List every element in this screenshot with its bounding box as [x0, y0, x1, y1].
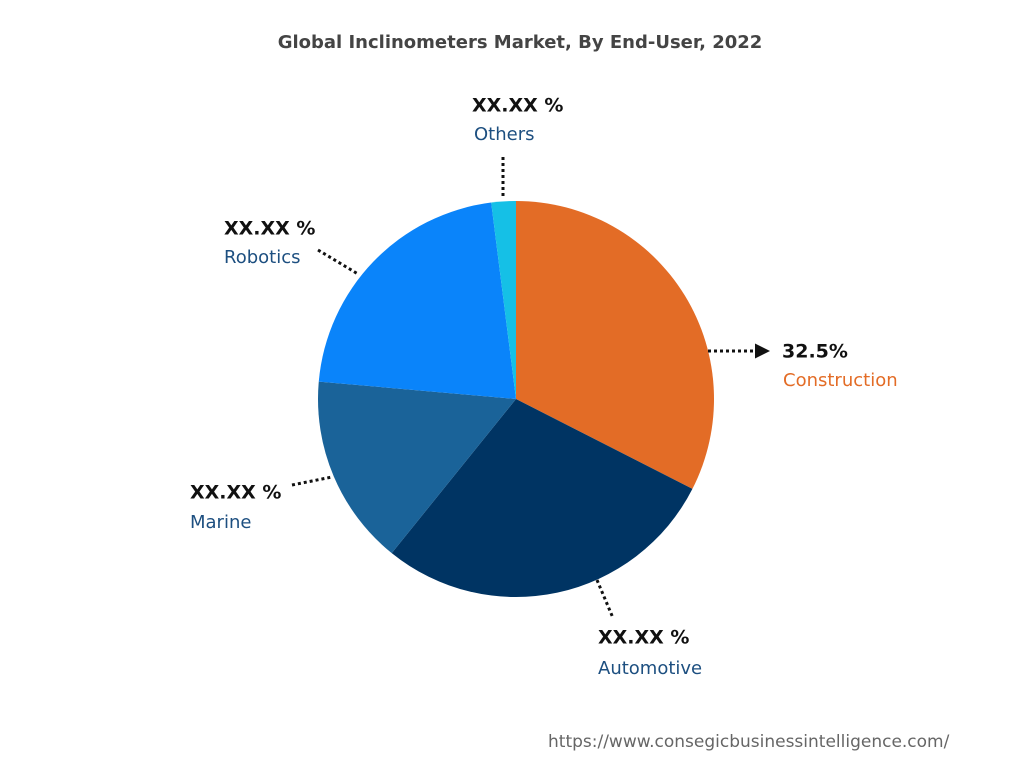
- category-label: Others: [474, 124, 535, 145]
- category-label: Automotive: [598, 658, 702, 679]
- chart-title: Global Inclinometers Market, By End-User…: [278, 32, 763, 53]
- pie-slice: [391, 399, 693, 597]
- value-label: XX.XX %: [190, 482, 281, 504]
- category-label: Robotics: [224, 247, 300, 268]
- pie-slice: [491, 201, 516, 399]
- leader-line: [317, 248, 359, 276]
- pie-slice: [516, 201, 714, 489]
- pie-slice: [318, 381, 516, 554]
- pie-slice: [318, 202, 516, 399]
- category-label: Marine: [190, 512, 251, 533]
- value-label: XX.XX %: [598, 627, 689, 649]
- category-label: Construction: [783, 370, 898, 391]
- leader-line: [291, 475, 333, 487]
- leader-line: [595, 579, 615, 619]
- value-label: 32.5%: [782, 341, 848, 363]
- value-label: XX.XX %: [224, 218, 315, 240]
- source-url: https://www.consegicbusinessintelligence…: [548, 732, 950, 752]
- value-label: XX.XX %: [472, 95, 563, 117]
